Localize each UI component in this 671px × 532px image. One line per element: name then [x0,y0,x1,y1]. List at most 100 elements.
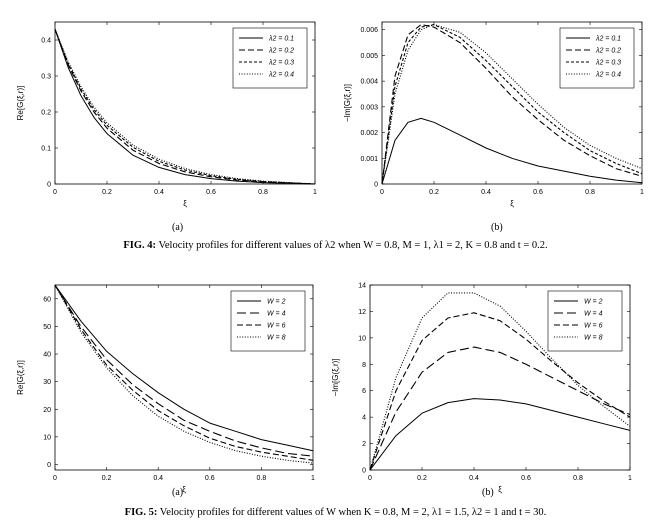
legend-label: W = 6 [584,323,603,330]
x-tick-label: 0.4 [154,189,164,196]
y-tick-label: 0.4 [41,38,51,45]
y-tick-label: 50 [43,324,51,331]
x-axis-label: ξ [498,485,502,494]
series-line [54,28,316,185]
legend-label: λ2 = 0.2 [595,48,621,55]
x-tick-label: 0 [368,475,372,482]
y-tick-label: 0.006 [360,27,378,34]
legend-label: W = 2 [267,299,286,306]
y-tick-label: 8 [362,362,366,369]
y-tick-label: 0.2 [41,110,51,117]
y-tick-label: 0.005 [360,53,378,60]
fig4-sub-b: (b) [491,222,503,233]
legend-label: W = 6 [267,323,286,330]
fig5-caption-prefix: FIG. 5: [124,507,158,518]
series-line [381,24,643,185]
series-line [369,398,631,471]
y-tick-label: 20 [43,407,51,414]
series-line [369,346,631,471]
y-tick-label: 60 [43,296,51,303]
legend-label: λ2 = 0.2 [268,48,294,55]
y-tick-label: 0.004 [360,79,378,86]
legend-label: W = 8 [584,335,603,342]
x-tick-label: 0.4 [153,475,163,482]
legend-label: λ2 = 0.3 [595,60,621,67]
y-axis-label: Re[G(ξ,r)] [16,86,25,121]
chart-fig5a: 0 0.2 0.4 0.6 0.8 10102030405060ξRe[G(ξ,r)]W … [16,284,315,494]
x-axis-label: ξ [182,485,186,494]
y-tick-label: 12 [358,309,366,316]
x-tick-label: 0.4 [481,189,491,196]
y-tick-label: 0 [362,468,366,475]
x-axis-label: ξ [510,199,514,208]
fig4-caption-text: Velocity profiles for different values o… [158,240,548,251]
legend-label: W = 4 [267,311,286,318]
series-line [381,117,643,185]
y-tick-label: 0.001 [360,156,378,163]
x-tick-label: 0.6 [521,475,531,482]
x-tick-label: 0.2 [102,189,112,196]
legend-label: W = 2 [584,299,603,306]
fig4-caption-prefix: FIG. 4: [123,240,157,251]
x-tick-label: 0 [380,189,384,196]
legend-label: λ2 = 0.3 [268,60,294,67]
y-tick-label: 40 [43,352,51,359]
y-tick-label: 0.002 [360,130,378,137]
fig5-caption: FIG. 5: Velocity profiles for different … [0,507,671,518]
x-tick-label: 0.8 [257,475,267,482]
series-line [54,284,314,464]
x-tick-label: 0.8 [585,189,595,196]
y-tick-label: 0.003 [360,104,378,111]
y-tick-label: 0.1 [41,146,51,153]
x-tick-label: 0.2 [429,189,439,196]
y-tick-label: 30 [43,379,51,386]
series-line [369,292,631,471]
y-tick-label: 0 [374,182,378,189]
legend-label: λ2 = 0.1 [595,36,621,43]
x-tick-label: 1 [313,189,317,196]
fig5-sub-b: (b) [482,487,494,498]
plot-frame [381,21,643,185]
legend-box [547,290,623,352]
y-axis-label: −Im[G(ξ,r)] [343,84,352,122]
x-tick-label: 0.4 [469,475,479,482]
fig5-caption-text: Velocity profiles for different values o… [159,507,547,518]
plot-frame [369,284,631,471]
fig4-caption: FIG. 4: Velocity profiles for different … [0,240,671,251]
legend-label: λ2 = 0.4 [268,72,294,79]
y-tick-label: 2 [362,441,366,448]
legend-label: W = 4 [584,311,603,318]
chart-fig4b: 0 0.2 0.4 0.6 0.8 1 0 0.001 0.002 0.003 0.004 0.005… [343,21,644,208]
fig5-sub-a: (a) [172,487,184,498]
series-line [54,29,316,185]
series-line [54,284,314,452]
series-line [54,284,314,461]
x-tick-label: 0.2 [417,475,427,482]
x-tick-label: 0.6 [206,189,216,196]
y-axis-label: −Im[G(ξ,r)] [331,358,340,396]
series-line [381,24,643,185]
y-tick-label: 10 [43,434,51,441]
x-tick-label: 0 [53,189,57,196]
x-axis-label: ξ [183,199,187,208]
x-tick-label: 0.6 [205,475,215,482]
x-tick-label: 0.8 [573,475,583,482]
y-tick-label: 10 [358,335,366,342]
series-line [381,24,643,185]
plot-frame [54,21,316,185]
x-tick-label: 1 [311,475,315,482]
y-tick-label: 0 [47,462,51,469]
series-line [54,29,316,185]
chart-fig4a: 0 0.2 0.4 0.6 0.8 1 0 0.1 0.2 0.3 0.4 ξ Re[G(ξ,r)] λ2… [16,21,317,208]
fig4-sub-a: (a) [172,222,184,233]
x-tick-label: 0.6 [533,189,543,196]
y-tick-label: 4 [362,415,366,422]
x-tick-label: 1 [640,189,644,196]
series-line [54,284,314,457]
legend-label: λ2 = 0.4 [595,72,621,79]
y-axis-label: Re[G(ξ,r)] [16,360,25,395]
x-tick-label: 0 [53,475,57,482]
y-tick-label: 14 [358,283,366,290]
series-line [54,29,316,185]
